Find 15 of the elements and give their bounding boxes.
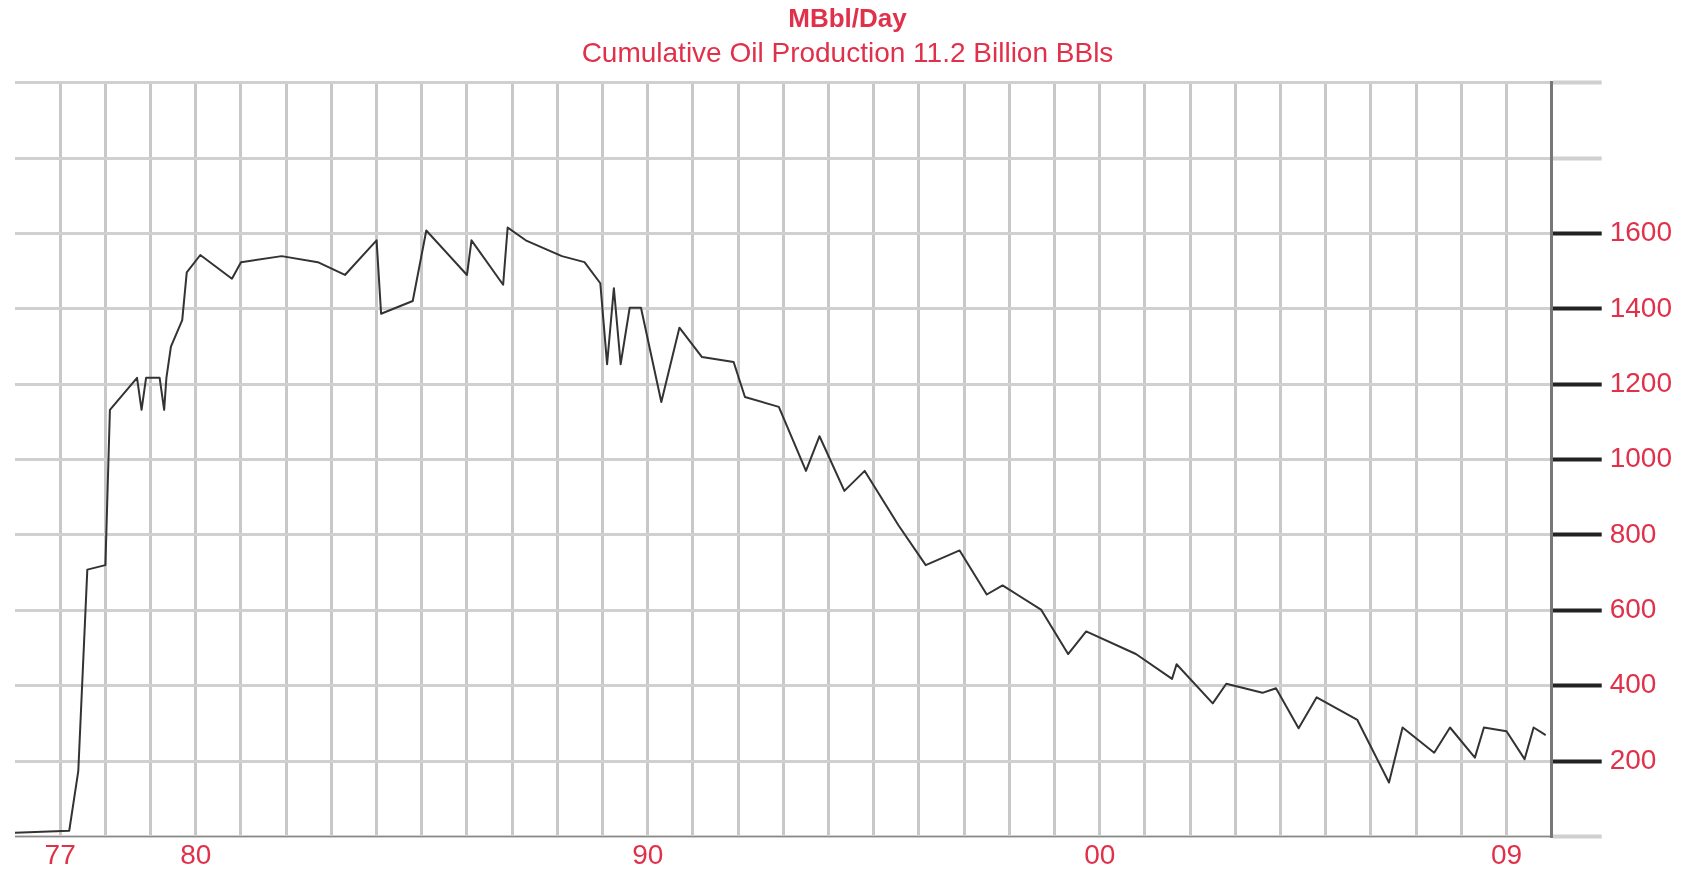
x-tick-label: 77 [44, 838, 76, 870]
x-tick-label: 00 [1084, 838, 1116, 870]
chart-subtitle: Cumulative Oil Production 11.2 Billion BBls [581, 36, 1114, 68]
y-tick-label: 1400 [1609, 291, 1673, 323]
x-tick-label: 09 [1490, 838, 1523, 870]
y-tick-label: 800 [1609, 517, 1657, 549]
y-tick-label: 600 [1609, 593, 1657, 625]
x-tick-label: 80 [180, 838, 212, 870]
x-tick-label: 90 [632, 838, 664, 870]
y-tick-label: 1200 [1609, 366, 1673, 398]
y-tick-label: 200 [1609, 743, 1657, 775]
y-tick-label: 400 [1609, 668, 1657, 700]
y-tick-label: 1600 [1609, 216, 1673, 248]
y-tick-label: 1000 [1609, 442, 1673, 474]
chart-title: MBbl/Day [788, 2, 908, 33]
